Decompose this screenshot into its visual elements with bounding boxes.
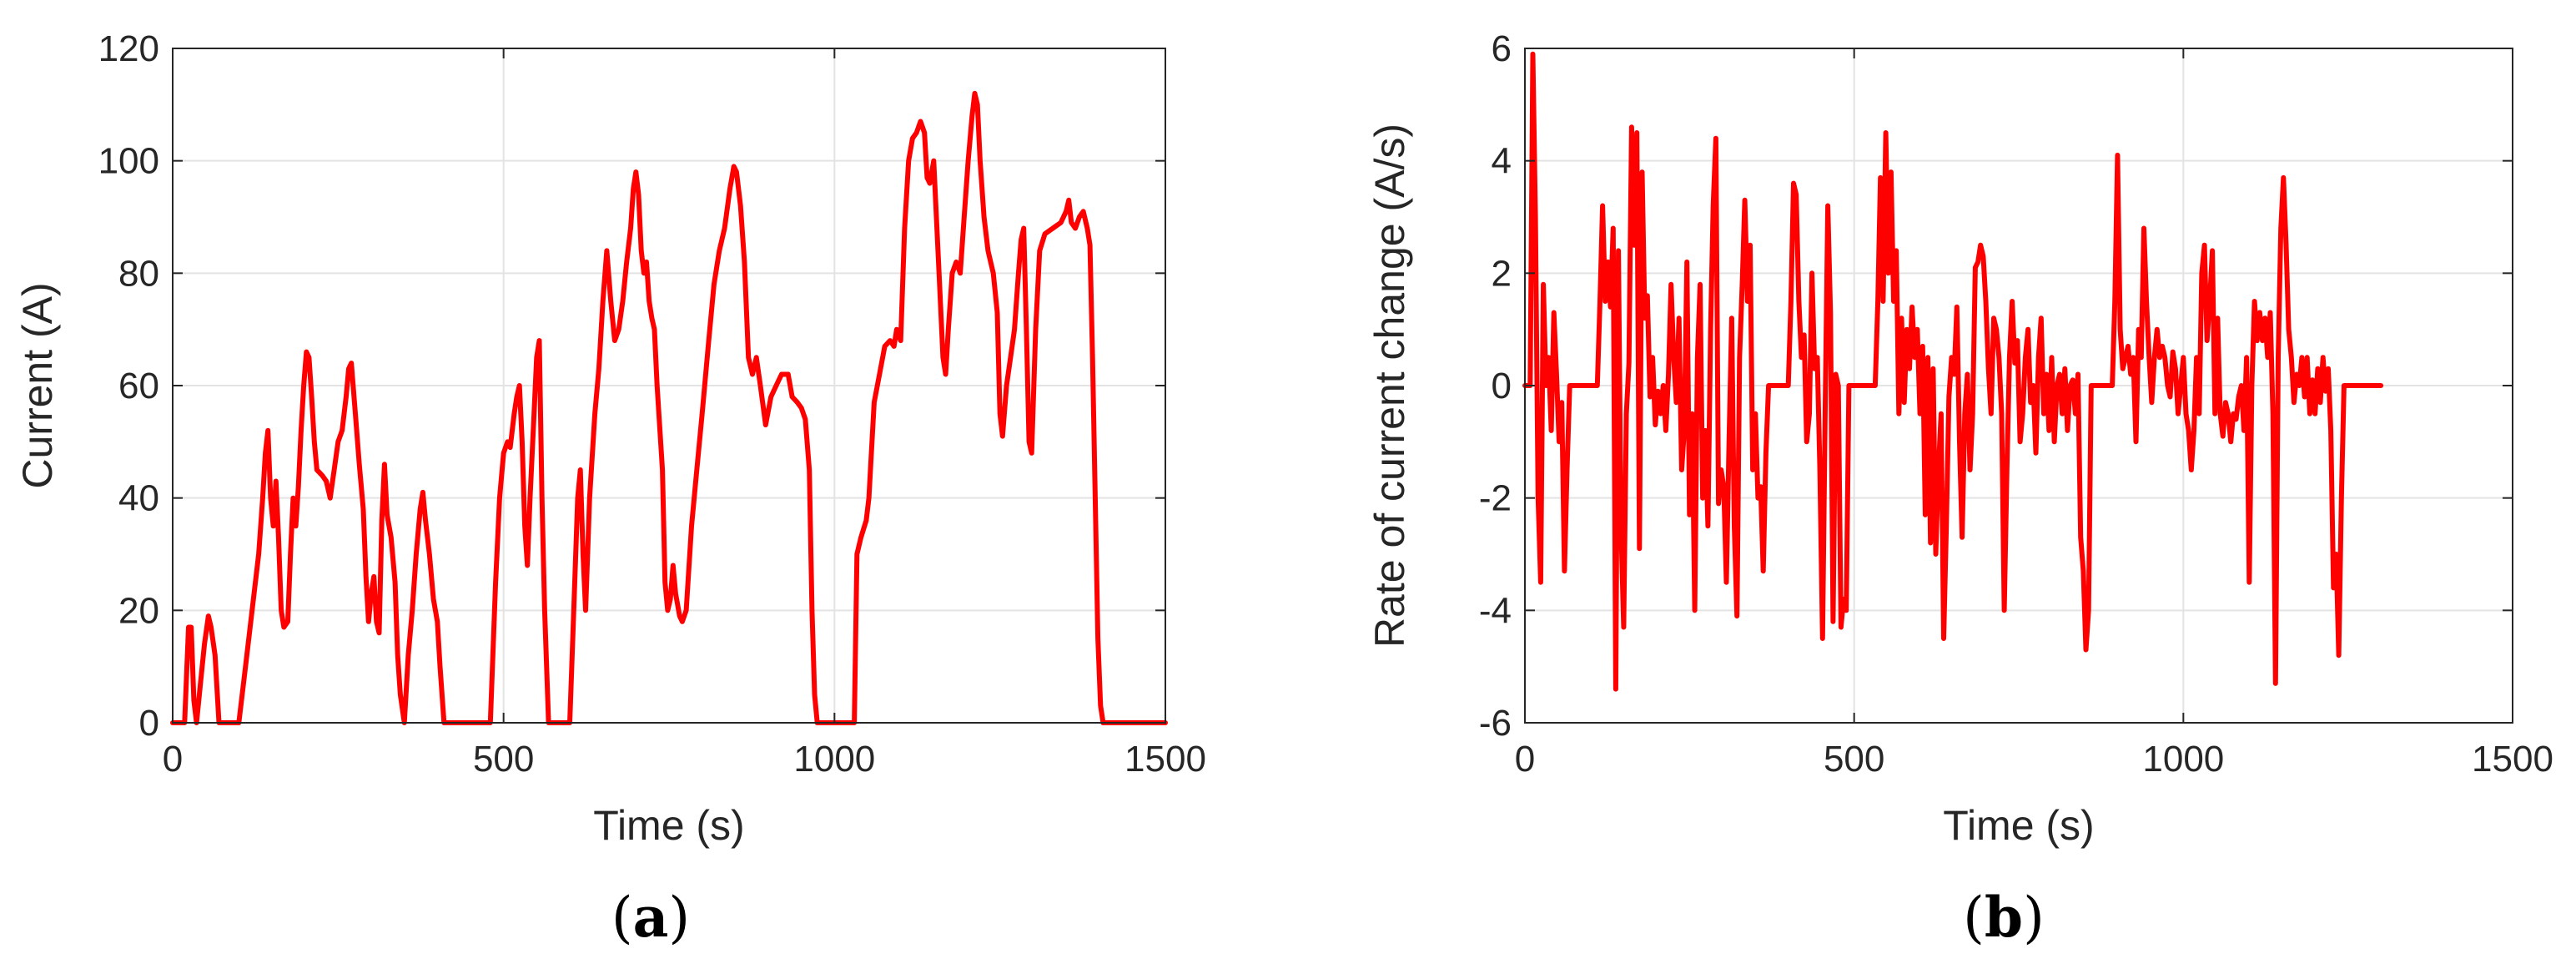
y-tick-label: 6 bbox=[1492, 28, 1512, 69]
y-tick-label: 80 bbox=[118, 253, 159, 294]
y-tick-label: 120 bbox=[98, 28, 159, 69]
y-tick-label: 20 bbox=[118, 590, 159, 631]
x-tick-label: 0 bbox=[163, 739, 183, 780]
panel-a-current: 0 500 1000 1500 0 20 40 60 80 100 120 Time (s) Curre… bbox=[14, 28, 1206, 950]
y-tick-label: 100 bbox=[98, 141, 159, 182]
y-tick-label: 0 bbox=[139, 703, 159, 744]
y-axis-label: Rate of current change (A/s) bbox=[1366, 124, 1413, 648]
x-axis-label: Time (s) bbox=[1943, 802, 2094, 849]
x-tick-label: 1500 bbox=[1124, 739, 1206, 780]
y-tick-label: -4 bbox=[1479, 590, 1512, 631]
y-tick-label: -2 bbox=[1479, 478, 1512, 519]
y-tick-label: 60 bbox=[118, 366, 159, 406]
y-tick-label: 0 bbox=[1492, 366, 1512, 406]
panel-caption: (a) bbox=[611, 885, 690, 950]
grid bbox=[173, 48, 1165, 723]
y-tick-label: 40 bbox=[118, 478, 159, 519]
series-line bbox=[170, 90, 1168, 725]
x-tick-label: 1000 bbox=[793, 739, 875, 780]
y-axis-label: Current (A) bbox=[14, 282, 61, 488]
x-tick-label: 1000 bbox=[2142, 739, 2224, 780]
panel-caption: (b) bbox=[1963, 885, 2045, 950]
x-tick-label: 0 bbox=[1515, 739, 1535, 780]
x-axis-label: Time (s) bbox=[593, 802, 744, 849]
y-tick-label: 2 bbox=[1492, 253, 1512, 294]
x-tick-label: 500 bbox=[1824, 739, 1884, 780]
x-tick-label: 500 bbox=[473, 739, 534, 780]
x-tick-label: 1500 bbox=[2472, 739, 2553, 780]
panel-b-rate-of-change: 0 500 1000 1500 -6 -4 -2 0 2 4 6 Time (s) Rate of cu… bbox=[1366, 28, 2553, 950]
y-tick-label: -6 bbox=[1479, 703, 1512, 744]
y-tick-label: 4 bbox=[1492, 141, 1512, 182]
series-line bbox=[1522, 51, 2384, 692]
